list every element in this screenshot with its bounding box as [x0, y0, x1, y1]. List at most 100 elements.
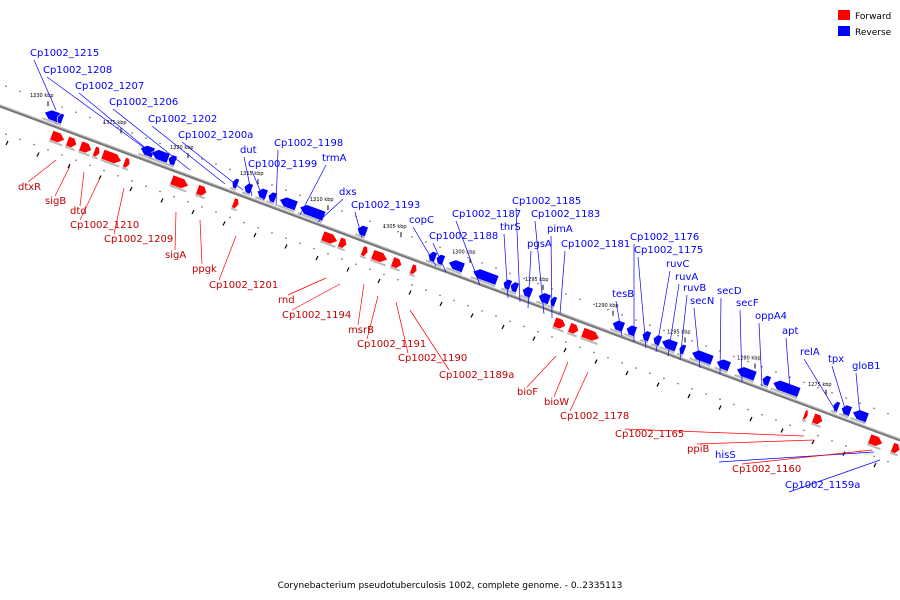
scale-dot [215, 163, 217, 165]
leader-line [803, 358, 835, 409]
gene-label-cp1002-1187: Cp1002_1187 [452, 209, 521, 220]
scale-dot [313, 199, 315, 202]
position-marker [625, 370, 629, 376]
scale-dot [565, 341, 567, 343]
forward-gene-arrow [169, 174, 189, 193]
scale-dot [201, 206, 203, 208]
gene-label-tpx: tpx [828, 354, 844, 365]
gene-label-sigb: sigB [45, 196, 66, 207]
scale-dot [439, 246, 441, 249]
scale-dot [103, 121, 105, 124]
gene-label-cp1002-1185: Cp1002_1185 [512, 196, 581, 207]
scale-dot [831, 391, 833, 394]
leader-line [181, 141, 244, 191]
gene-label-cp1002-1207: Cp1002_1207 [75, 81, 144, 92]
scale-dot [481, 262, 483, 264]
scale-dot [369, 220, 371, 223]
leader-line [679, 294, 688, 361]
forward-gene-arrow [801, 409, 809, 423]
position-marker [811, 439, 815, 445]
scale-dot [47, 101, 49, 103]
leader-line [550, 235, 553, 319]
scale-dot [271, 184, 273, 186]
gene-label-cp1002-1190: Cp1002_1190 [398, 353, 467, 364]
scale-dot [439, 294, 441, 297]
scale-dot [747, 360, 749, 363]
scale-dot [817, 434, 819, 437]
scale-dot [243, 221, 245, 224]
gene-label-cp1002-1159a: Cp1002_1159a [785, 480, 860, 491]
gene-label-msrb: msrB [348, 325, 374, 336]
scale-dot [803, 429, 805, 432]
position-marker [439, 301, 443, 307]
scale-dot [761, 413, 763, 416]
forward-gene-arrow [230, 197, 240, 212]
scale-dot [397, 230, 399, 233]
scale-dot [173, 147, 175, 150]
reverse-gene-arrow [149, 149, 171, 166]
gene-label-cp1002-1194: Cp1002_1194 [282, 310, 351, 321]
map-caption: Corynebacterium pseudotuberculosis 1002,… [278, 581, 623, 591]
position-marker [160, 198, 164, 203]
scale-dot [243, 173, 245, 176]
leader-line [534, 220, 545, 315]
reverse-gene-arrow [770, 379, 802, 400]
leader-line [655, 270, 671, 353]
gene-label-hiss: hisS [715, 450, 736, 461]
scale-dot [873, 455, 875, 458]
leader-line [275, 149, 279, 207]
leader-line [667, 283, 680, 357]
gene-label-siga: sigA [165, 250, 186, 261]
leader-line [409, 309, 450, 371]
scale-dot [495, 315, 497, 317]
reverse-gene-arrow [830, 401, 841, 414]
scale-dot [19, 90, 21, 93]
scale-dot [453, 251, 455, 254]
scale-dot [411, 236, 413, 238]
leader-line [559, 250, 566, 315]
leader-line [174, 211, 177, 251]
scale-dot [537, 282, 539, 285]
scale-dot [719, 398, 721, 401]
gene-label-secn: secN [690, 296, 714, 307]
scale-dot [817, 386, 819, 389]
forward-gene-arrow [194, 184, 208, 200]
position-marker [377, 278, 381, 284]
gene-label-rnd: rnd [278, 295, 295, 306]
position-marker [532, 336, 536, 341]
reverse-gene-arrow [609, 319, 626, 334]
scale-dot [75, 111, 77, 114]
leader-line [503, 233, 509, 299]
leader-line [855, 372, 861, 417]
position-marker [749, 416, 753, 422]
leader-line [79, 177, 101, 221]
reverse-gene-arrow [535, 292, 552, 307]
scale-dot [75, 159, 77, 162]
forward-gene-arrow [91, 145, 101, 160]
genome-backbone [0, 104, 900, 442]
scale-dot [887, 460, 889, 463]
reverse-gene-arrow [650, 334, 663, 348]
legend-reverse-label: Reverse [855, 28, 892, 38]
scale-dot [789, 376, 791, 378]
leader-line [46, 76, 151, 153]
scale-dots [5, 85, 889, 468]
tick-label: 1290 kbp [595, 303, 619, 309]
leader-line [151, 125, 226, 185]
leader-line [831, 365, 847, 413]
gene-label-ppgk: ppgk [192, 264, 217, 275]
legend-forward-label: Forward [855, 12, 891, 22]
leader-line [357, 283, 365, 326]
leader-line [291, 283, 341, 311]
position-marker [129, 186, 133, 192]
leader-line [788, 459, 881, 493]
position-marker [780, 428, 784, 433]
leader-line [553, 361, 569, 398]
position-marker [656, 382, 660, 387]
scale-dot [383, 225, 385, 228]
gene-label-cp1002-1206: Cp1002_1206 [109, 97, 178, 108]
reverse-gene-arrow [354, 224, 369, 239]
leader-line [27, 159, 57, 183]
reverse-gene-arrow [446, 259, 466, 275]
scale-dot [537, 330, 539, 333]
